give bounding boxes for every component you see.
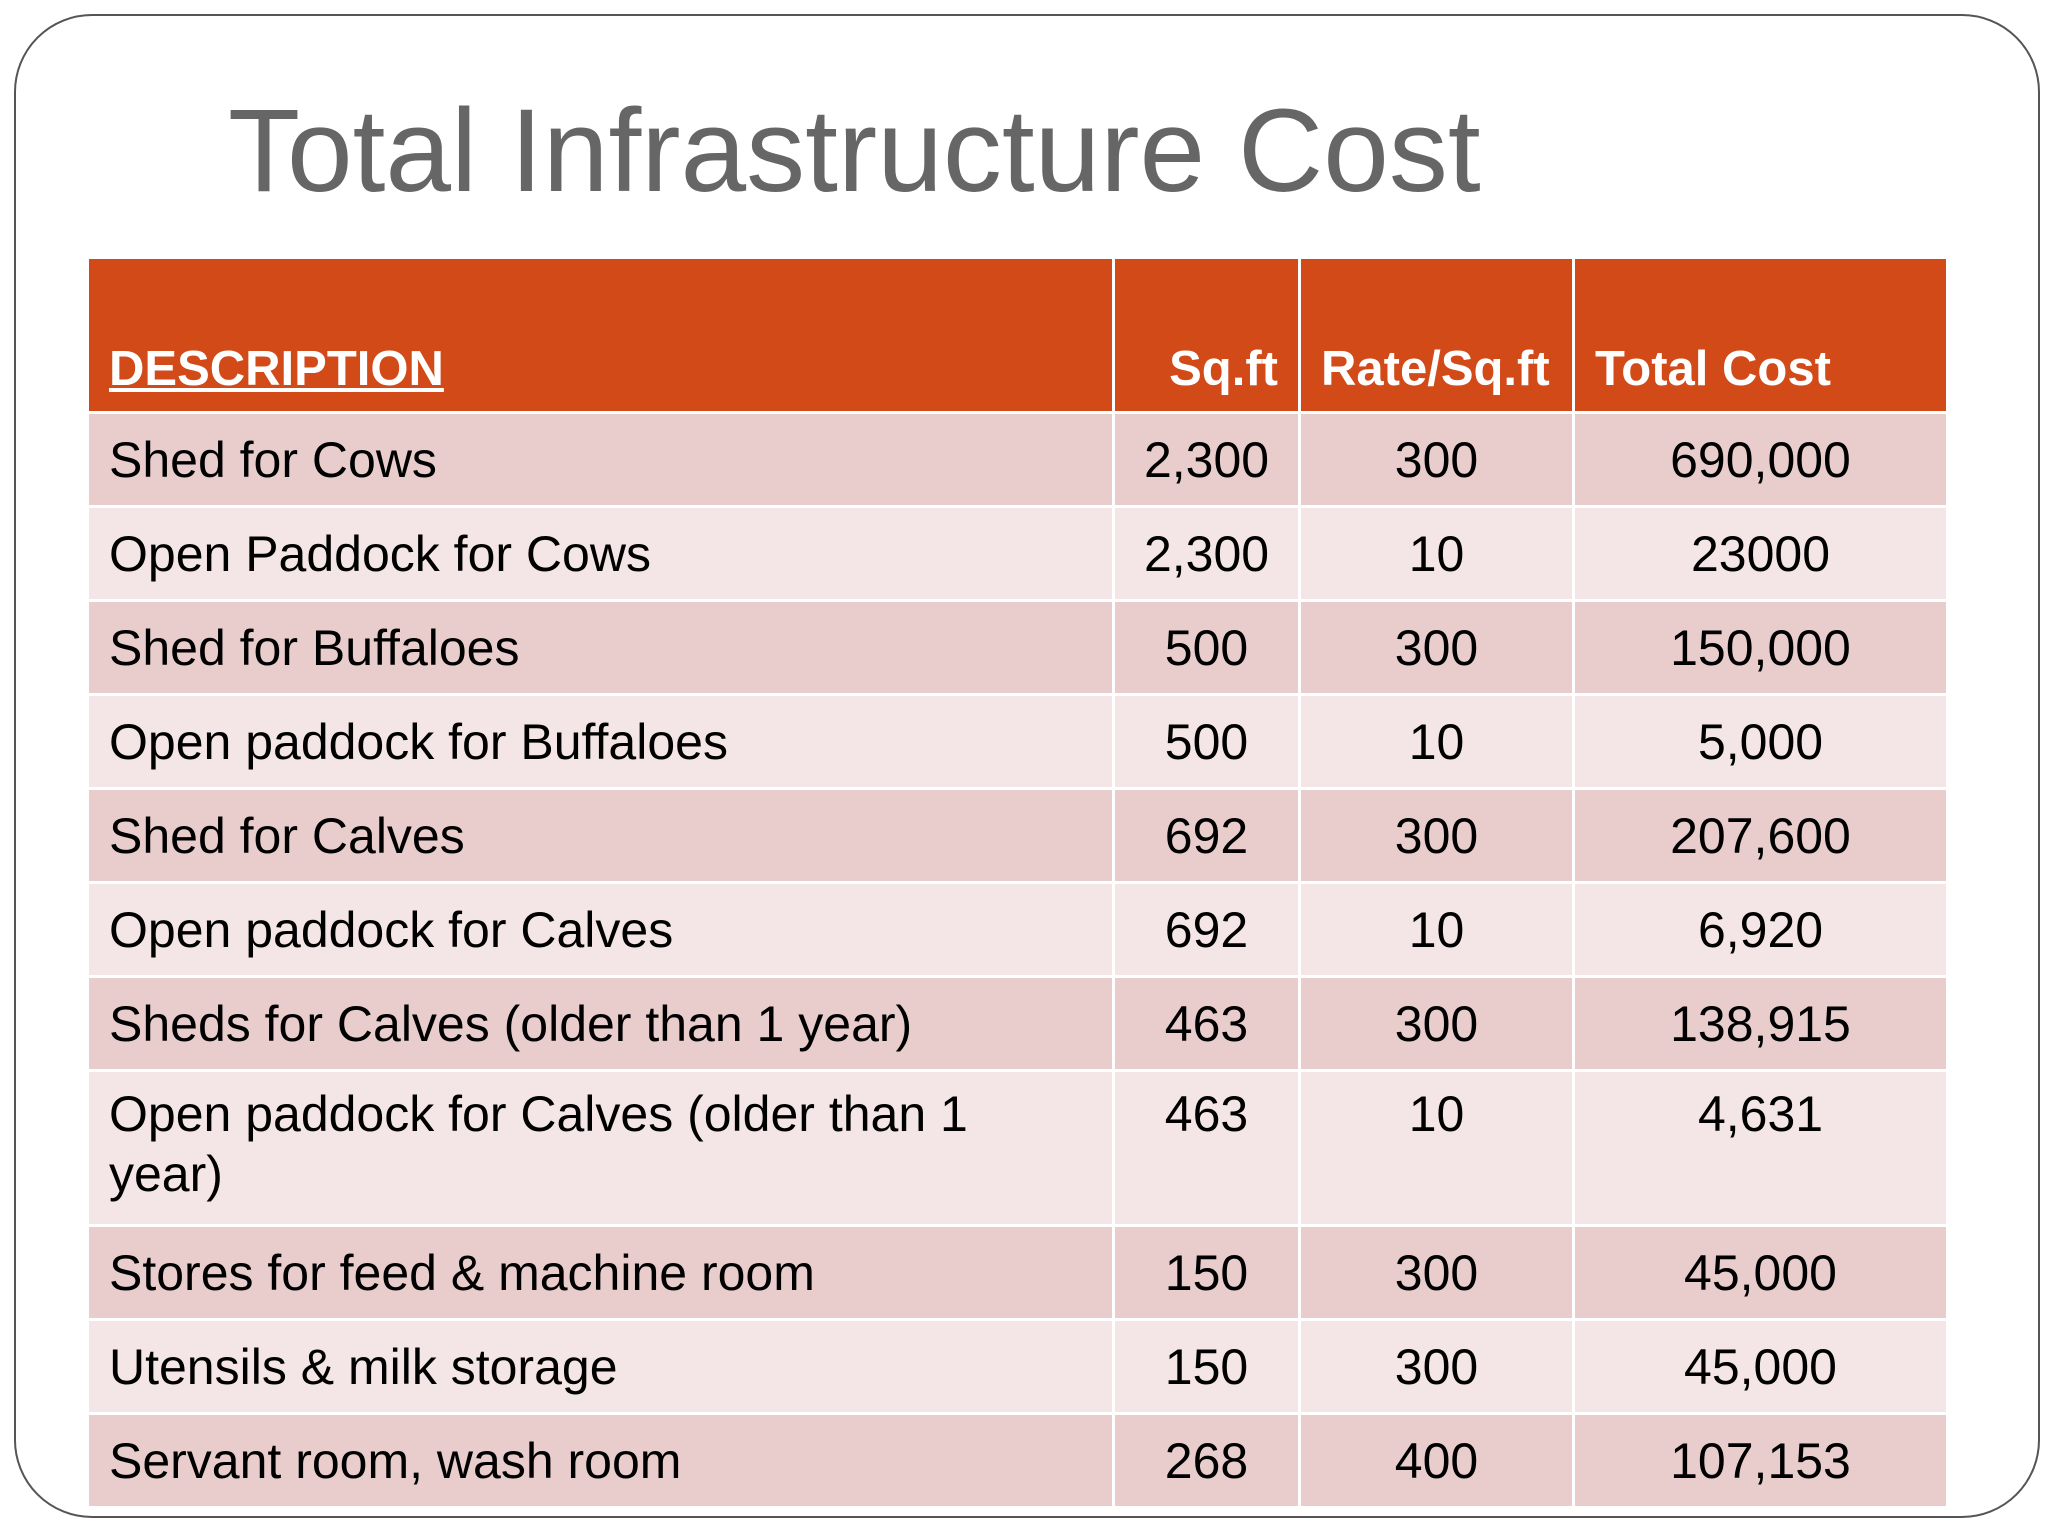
cell-total-cost: 23000 bbox=[1572, 505, 1949, 602]
header-description-label: DESCRIPTION bbox=[109, 342, 444, 397]
cell-total-cost: 690,000 bbox=[1572, 411, 1949, 508]
cell-sqft: 692 bbox=[1112, 881, 1301, 978]
table-row: Shed for Calves 692 300 207,600 bbox=[86, 787, 1949, 884]
cell-total-cost: 45,000 bbox=[1572, 1224, 1949, 1321]
cell-description: Open Paddock for Cows bbox=[86, 505, 1115, 602]
cell-rate: 300 bbox=[1298, 411, 1575, 508]
cell-description: Stores for feed & machine room bbox=[86, 1224, 1115, 1321]
cell-description: Open paddock for Calves bbox=[86, 881, 1115, 978]
cell-description: Servant room, wash room bbox=[86, 1412, 1115, 1509]
cell-rate: 400 bbox=[1298, 1412, 1575, 1509]
cell-description: Shed for Calves bbox=[86, 787, 1115, 884]
header-sqft: Sq.ft bbox=[1112, 256, 1301, 414]
table-row: Open paddock for Calves (older than 1 ye… bbox=[86, 1069, 1949, 1227]
cell-total-cost: 138,915 bbox=[1572, 975, 1949, 1072]
cell-sqft: 150 bbox=[1112, 1318, 1301, 1415]
table-row: Servant room, wash room 268 400 107,153 bbox=[86, 1412, 1949, 1509]
header-total-cost: Total Cost bbox=[1572, 256, 1949, 414]
cell-rate: 300 bbox=[1298, 1318, 1575, 1415]
cell-rate: 10 bbox=[1298, 505, 1575, 602]
cell-sqft: 150 bbox=[1112, 1224, 1301, 1321]
table-row: Open paddock for Calves 692 10 6,920 bbox=[86, 881, 1949, 978]
cell-sqft: 463 bbox=[1112, 1069, 1301, 1227]
cell-description: Open paddock for Calves (older than 1 ye… bbox=[86, 1069, 1115, 1227]
table-row: Shed for Buffaloes 500 300 150,000 bbox=[86, 599, 1949, 696]
cell-rate: 10 bbox=[1298, 881, 1575, 978]
table-header-row: DESCRIPTION Sq.ft Rate/Sq.ft Total Cost bbox=[86, 256, 1949, 414]
cell-sqft: 2,300 bbox=[1112, 411, 1301, 508]
cell-rate: 300 bbox=[1298, 599, 1575, 696]
cell-sqft: 463 bbox=[1112, 975, 1301, 1072]
cell-description: Sheds for Calves (older than 1 year) bbox=[86, 975, 1115, 1072]
cell-total-cost: 207,600 bbox=[1572, 787, 1949, 884]
cell-sqft: 500 bbox=[1112, 693, 1301, 790]
cell-description: Shed for Buffaloes bbox=[86, 599, 1115, 696]
cell-total-cost: 6,920 bbox=[1572, 881, 1949, 978]
cell-total-cost: 150,000 bbox=[1572, 599, 1949, 696]
table-row: Shed for Cows 2,300 300 690,000 bbox=[86, 411, 1949, 508]
cell-total-cost: 4,631 bbox=[1572, 1069, 1949, 1227]
cell-description: Utensils & milk storage bbox=[86, 1318, 1115, 1415]
header-rate: Rate/Sq.ft bbox=[1298, 256, 1575, 414]
table-row: Stores for feed & machine room 150 300 4… bbox=[86, 1224, 1949, 1321]
cell-rate: 300 bbox=[1298, 787, 1575, 884]
table-row: Open Paddock for Cows 2,300 10 23000 bbox=[86, 505, 1949, 602]
table-row: Utensils & milk storage 150 300 45,000 bbox=[86, 1318, 1949, 1415]
table-row: Sheds for Calves (older than 1 year) 463… bbox=[86, 975, 1949, 1072]
cell-sqft: 692 bbox=[1112, 787, 1301, 884]
cell-description: Shed for Cows bbox=[86, 411, 1115, 508]
cell-sqft: 500 bbox=[1112, 599, 1301, 696]
cell-rate: 300 bbox=[1298, 975, 1575, 1072]
cell-total-cost: 5,000 bbox=[1572, 693, 1949, 790]
slide-title: Total Infrastructure Cost bbox=[228, 85, 1481, 217]
cell-description: Open paddock for Buffaloes bbox=[86, 693, 1115, 790]
cell-total-cost: 45,000 bbox=[1572, 1318, 1949, 1415]
cost-table: DESCRIPTION Sq.ft Rate/Sq.ft Total Cost … bbox=[86, 256, 1949, 1509]
cell-total-cost: 107,153 bbox=[1572, 1412, 1949, 1509]
table-row: Open paddock for Buffaloes 500 10 5,000 bbox=[86, 693, 1949, 790]
cell-rate: 10 bbox=[1298, 693, 1575, 790]
cell-rate: 10 bbox=[1298, 1069, 1575, 1227]
cell-sqft: 2,300 bbox=[1112, 505, 1301, 602]
cell-rate: 300 bbox=[1298, 1224, 1575, 1321]
header-description: DESCRIPTION bbox=[86, 256, 1115, 414]
cell-sqft: 268 bbox=[1112, 1412, 1301, 1509]
